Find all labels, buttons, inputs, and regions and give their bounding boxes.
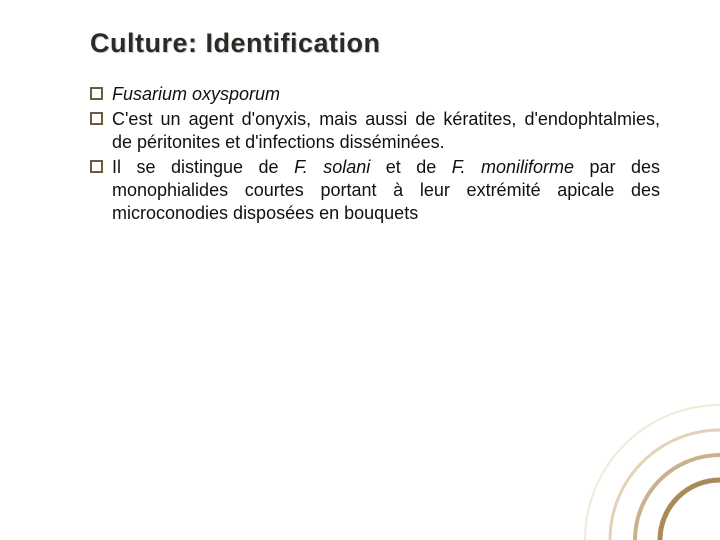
square-bullet-icon [90,160,103,173]
corner-rings-icon [580,400,720,540]
bullet-item: Il se distingue de F. solani et de F. mo… [90,156,660,225]
slide-title: Culture: Identification Culture: Identif… [90,28,660,59]
bullet-text-part: Il se distingue de [112,157,294,177]
bullet-item: C'est un agent d'onyxis, mais aussi de k… [90,108,660,154]
bullet-text: C'est un agent d'onyxis, mais aussi de k… [112,109,660,152]
bullet-text-emphasis: F. moniliforme [452,157,574,177]
square-bullet-icon [90,112,103,125]
bullet-text-emphasis: F. solani [294,157,370,177]
slide: Culture: Identification Culture: Identif… [0,0,720,540]
bullet-text-part: et de [370,157,452,177]
title-text: Culture: Identification [90,28,381,58]
square-bullet-icon [90,87,103,100]
bullet-text: Fusarium oxysporum [112,84,280,104]
bullet-list: Fusarium oxysporum C'est un agent d'onyx… [90,83,660,225]
bullet-item: Fusarium oxysporum [90,83,660,106]
